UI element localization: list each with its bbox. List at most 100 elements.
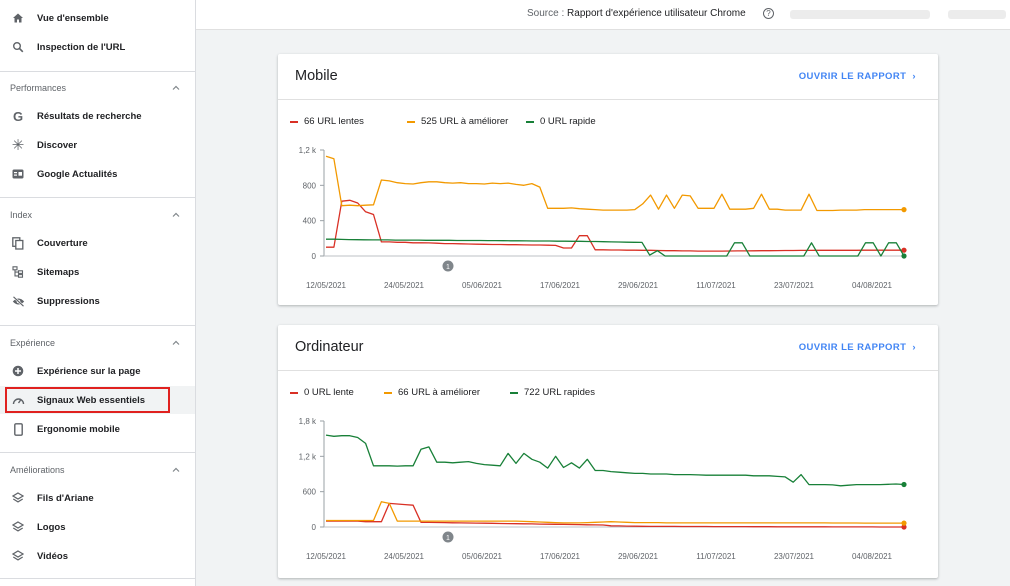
series-end-point[interactable] bbox=[901, 247, 907, 253]
legend-item[interactable]: 66 URL à améliorer bbox=[384, 387, 480, 398]
x-tick-label: 29/06/2021 bbox=[618, 552, 659, 561]
annotation-marker[interactable] bbox=[442, 260, 454, 272]
x-tick-label: 04/08/2021 bbox=[852, 281, 893, 290]
sidebar-item-logos[interactable]: Logos bbox=[0, 513, 195, 541]
y-tick-label: 1,2 k bbox=[299, 452, 317, 461]
sidebar-item-coverage[interactable]: Couverture bbox=[0, 229, 195, 257]
x-tick-label: 12/05/2021 bbox=[306, 552, 347, 561]
card-header: Ordinateur OUVRIR LE RAPPORT › bbox=[278, 325, 938, 371]
series-end-point[interactable] bbox=[901, 520, 907, 526]
legend-swatch bbox=[384, 391, 392, 394]
series-end-point[interactable] bbox=[901, 253, 907, 259]
sidebar-divider bbox=[0, 578, 195, 579]
source-value: Rapport d'expérience utilisateur Chrome bbox=[567, 8, 746, 19]
sidebar-item-overview[interactable]: Vue d'ensemble bbox=[0, 4, 195, 32]
sidebar-divider bbox=[0, 197, 195, 198]
open-report-link[interactable]: OUVRIR LE RAPPORT › bbox=[799, 342, 916, 353]
section-title-performances: Performances bbox=[10, 83, 67, 93]
sidebar-item-label: Vidéos bbox=[37, 550, 68, 562]
sidebar-item-mobile-usability[interactable]: Ergonomie mobile bbox=[0, 415, 195, 443]
series-line[interactable] bbox=[326, 502, 904, 528]
legend-item[interactable]: 0 URL rapide bbox=[526, 116, 596, 127]
open-report-label: OUVRIR LE RAPPORT bbox=[798, 71, 907, 82]
sidebar-item-label: Ergonomie mobile bbox=[37, 423, 120, 435]
source-bar: Source : Rapport d'expérience utilisateu… bbox=[196, 0, 1010, 30]
x-tick-label: 24/05/2021 bbox=[384, 281, 425, 290]
sitemap-icon bbox=[10, 264, 26, 280]
series-line[interactable] bbox=[325, 434, 905, 487]
source-label: Source : Rapport d'expérience utilisateu… bbox=[527, 8, 746, 19]
series-line[interactable] bbox=[325, 155, 904, 212]
y-tick-label: 800 bbox=[303, 181, 317, 190]
x-tick-label: 24/05/2021 bbox=[384, 552, 425, 561]
series-end-point[interactable] bbox=[901, 524, 907, 530]
desktop-chart: 0 600 1,2 k 1,8 k 12/05/2021 24/05/2021 05/06/… bbox=[299, 417, 907, 561]
x-tick-label: 17/06/2021 bbox=[540, 552, 581, 561]
sidebar-item-page-experience[interactable]: Expérience sur la page bbox=[0, 357, 195, 385]
series-end-point[interactable] bbox=[901, 207, 907, 213]
legend-item[interactable]: 525 URL à améliorer bbox=[407, 116, 508, 127]
sidebar-item-label: Discover bbox=[37, 139, 78, 151]
card-title: Mobile bbox=[295, 68, 338, 84]
speedometer-icon bbox=[10, 392, 26, 408]
legend-swatch bbox=[510, 391, 518, 394]
sidebar-item-label: Google Actualités bbox=[37, 168, 118, 180]
sidebar-item-label: Suppressions bbox=[37, 295, 100, 307]
sidebar-item-url-inspection[interactable]: Inspection de l'URL bbox=[0, 33, 195, 61]
sidebar-item-label: Logos bbox=[37, 521, 66, 533]
legend-swatch bbox=[290, 120, 298, 123]
section-title-index: Index bbox=[10, 210, 33, 220]
sidebar-item-discover[interactable]: ✳ Discover bbox=[0, 131, 195, 159]
sidebar-item-sitemaps[interactable]: Sitemaps bbox=[0, 258, 195, 286]
legend-item[interactable]: 66 URL lentes bbox=[290, 116, 364, 127]
open-report-link[interactable]: OUVRIR LE RAPPORT › bbox=[799, 71, 916, 82]
news-icon bbox=[10, 166, 26, 182]
x-tick-label: 05/06/2021 bbox=[462, 552, 503, 561]
sidebar-item-removals[interactable]: Suppressions bbox=[0, 287, 195, 315]
google-g-icon: G bbox=[12, 108, 24, 124]
redacted-property bbox=[948, 10, 1006, 19]
legend-swatch bbox=[526, 120, 534, 123]
chevron-right-icon: › bbox=[912, 71, 916, 82]
help-icon[interactable]: ? bbox=[763, 8, 774, 19]
sidebar-item-core-web-vitals[interactable]: Signaux Web essentiels bbox=[0, 386, 195, 414]
mobile-card: Mobile OUVRIR LE RAPPORT › 66 URL lentes… bbox=[278, 54, 938, 305]
series-line[interactable] bbox=[326, 501, 904, 524]
legend-item[interactable]: 0 URL lente bbox=[290, 387, 354, 398]
chevron-up-icon[interactable] bbox=[171, 210, 181, 220]
annotation-marker[interactable] bbox=[442, 531, 454, 543]
copy-icon bbox=[10, 235, 26, 251]
section-title-enhancements: Améliorations bbox=[10, 465, 65, 475]
highlight-box bbox=[5, 387, 170, 413]
source-prefix: Source : bbox=[527, 8, 568, 19]
legend-label: 0 URL lente bbox=[304, 387, 354, 398]
x-tick-label: 23/07/2021 bbox=[774, 281, 815, 290]
y-tick-label: 1,2 k bbox=[299, 146, 317, 155]
sidebar-item-search-results[interactable]: G Résultats de recherche bbox=[0, 102, 195, 130]
chevron-right-icon: › bbox=[912, 342, 916, 353]
home-icon bbox=[10, 10, 26, 26]
sidebar-item-breadcrumbs[interactable]: Fils d'Ariane bbox=[0, 484, 195, 512]
legend-item[interactable]: 722 URL rapides bbox=[510, 387, 595, 398]
desktop-card: Ordinateur OUVRIR LE RAPPORT › 0 URL len… bbox=[278, 325, 938, 578]
sidebar-item-google-news[interactable]: Google Actualités bbox=[0, 160, 195, 188]
series-line[interactable] bbox=[326, 199, 904, 252]
sidebar-divider bbox=[0, 452, 195, 453]
annotation-label: 1 bbox=[446, 264, 450, 271]
chevron-up-icon[interactable] bbox=[171, 338, 181, 348]
chevron-up-icon[interactable] bbox=[171, 465, 181, 475]
series-end-point[interactable] bbox=[901, 481, 907, 488]
sidebar: Vue d'ensemble Inspection de l'URL Perfo… bbox=[0, 0, 196, 586]
sidebar-item-videos[interactable]: Vidéos bbox=[0, 542, 195, 570]
series-line[interactable] bbox=[326, 238, 905, 257]
legend-swatch bbox=[290, 391, 298, 394]
legend-label: 0 URL rapide bbox=[540, 116, 596, 127]
redacted-property bbox=[790, 10, 930, 19]
annotation-label: 1 bbox=[446, 535, 450, 542]
x-tick-label: 11/07/2021 bbox=[696, 281, 736, 290]
card-header: Mobile OUVRIR LE RAPPORT › bbox=[278, 54, 938, 100]
sidebar-item-label: Fils d'Ariane bbox=[37, 492, 94, 504]
y-tick-label: 600 bbox=[303, 488, 317, 497]
x-tick-label: 04/08/2021 bbox=[852, 552, 893, 561]
chevron-up-icon[interactable] bbox=[171, 83, 181, 93]
